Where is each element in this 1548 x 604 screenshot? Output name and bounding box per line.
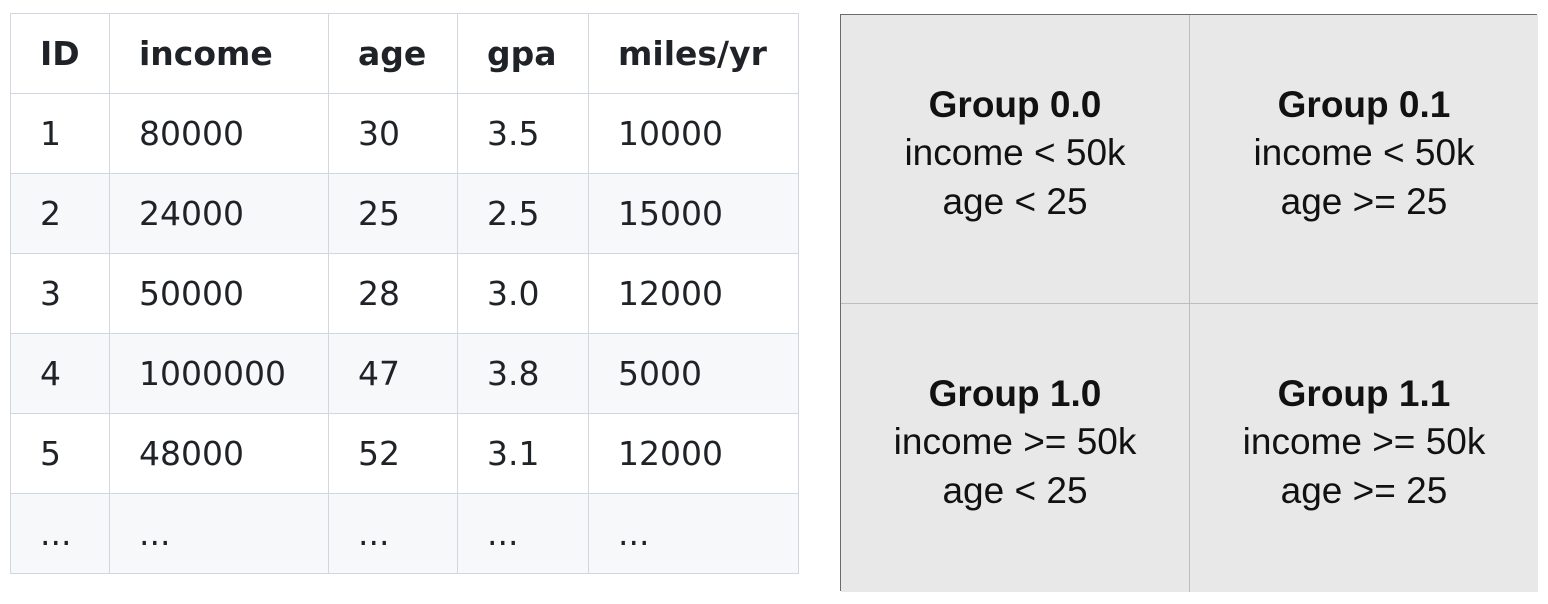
group-grid: Group 0.0 income < 50k age < 25 Group 0.…: [840, 14, 1538, 592]
cell-id: ...: [10, 493, 110, 574]
cell-miles-per-year: 12000: [588, 413, 799, 494]
table-row: 1 80000 30 3.5 10000: [10, 93, 799, 174]
cell-age: 47: [328, 333, 458, 414]
group-age-rule: age < 25: [942, 469, 1088, 511]
cell-id: 1: [10, 93, 110, 174]
group-income-rule: income < 50k: [904, 131, 1126, 173]
cell-gpa: 3.5: [457, 93, 589, 174]
group-income-rule: income < 50k: [1253, 131, 1475, 173]
cell-miles-per-year: 15000: [588, 173, 799, 254]
cell-gpa: 3.1: [457, 413, 589, 494]
cell-gpa: 3.0: [457, 253, 589, 334]
group-age-rule: age < 25: [942, 180, 1088, 222]
cell-gpa: 3.8: [457, 333, 589, 414]
cell-age: 25: [328, 173, 458, 254]
cell-age: 28: [328, 253, 458, 334]
group-cell-0-0: Group 0.0 income < 50k age < 25: [841, 15, 1190, 304]
cell-age: 52: [328, 413, 458, 494]
group-title: Group 0.1: [1277, 83, 1451, 125]
column-header-income: income: [109, 13, 329, 94]
cell-gpa: 2.5: [457, 173, 589, 254]
table-row: 4 1000000 47 3.8 5000: [10, 333, 799, 414]
cell-id: 3: [10, 253, 110, 334]
cell-miles-per-year: 12000: [588, 253, 799, 334]
table-row: 5 48000 52 3.1 12000: [10, 413, 799, 494]
cell-miles-per-year: 10000: [588, 93, 799, 174]
cell-id: 4: [10, 333, 110, 414]
group-income-rule: income >= 50k: [893, 420, 1137, 462]
table-row: 3 50000 28 3.0 12000: [10, 253, 799, 334]
cell-income: 1000000: [109, 333, 329, 414]
table-row: 2 24000 25 2.5 15000: [10, 173, 799, 254]
group-cell-1-1: Group 1.1 income >= 50k age >= 25: [1190, 304, 1538, 592]
data-table: ID income age gpa miles/yr 1 80000 30 3.…: [10, 13, 799, 574]
group-cell-0-1: Group 0.1 income < 50k age >= 25: [1190, 15, 1538, 304]
group-cell-1-0: Group 1.0 income >= 50k age < 25: [841, 304, 1190, 592]
cell-age: 30: [328, 93, 458, 174]
cell-income: 50000: [109, 253, 329, 334]
table-row-ellipsis: ... ... ... ... ...: [10, 493, 799, 574]
group-income-rule: income >= 50k: [1242, 420, 1486, 462]
group-age-rule: age >= 25: [1280, 469, 1448, 511]
group-title: Group 0.0: [928, 83, 1102, 125]
column-header-gpa: gpa: [457, 13, 589, 94]
cell-age: ...: [328, 493, 458, 574]
cell-miles-per-year: ...: [588, 493, 799, 574]
cell-id: 5: [10, 413, 110, 494]
cell-income: 24000: [109, 173, 329, 254]
column-header-age: age: [328, 13, 458, 94]
cell-miles-per-year: 5000: [588, 333, 799, 414]
column-header-id: ID: [10, 13, 110, 94]
group-age-rule: age >= 25: [1280, 180, 1448, 222]
cell-gpa: ...: [457, 493, 589, 574]
group-title: Group 1.0: [928, 372, 1102, 414]
group-title: Group 1.1: [1277, 372, 1451, 414]
cell-income: 48000: [109, 413, 329, 494]
cell-income: 80000: [109, 93, 329, 174]
cell-id: 2: [10, 173, 110, 254]
column-header-miles-per-year: miles/yr: [588, 13, 799, 94]
table-header-row: ID income age gpa miles/yr: [10, 13, 799, 94]
cell-income: ...: [109, 493, 329, 574]
